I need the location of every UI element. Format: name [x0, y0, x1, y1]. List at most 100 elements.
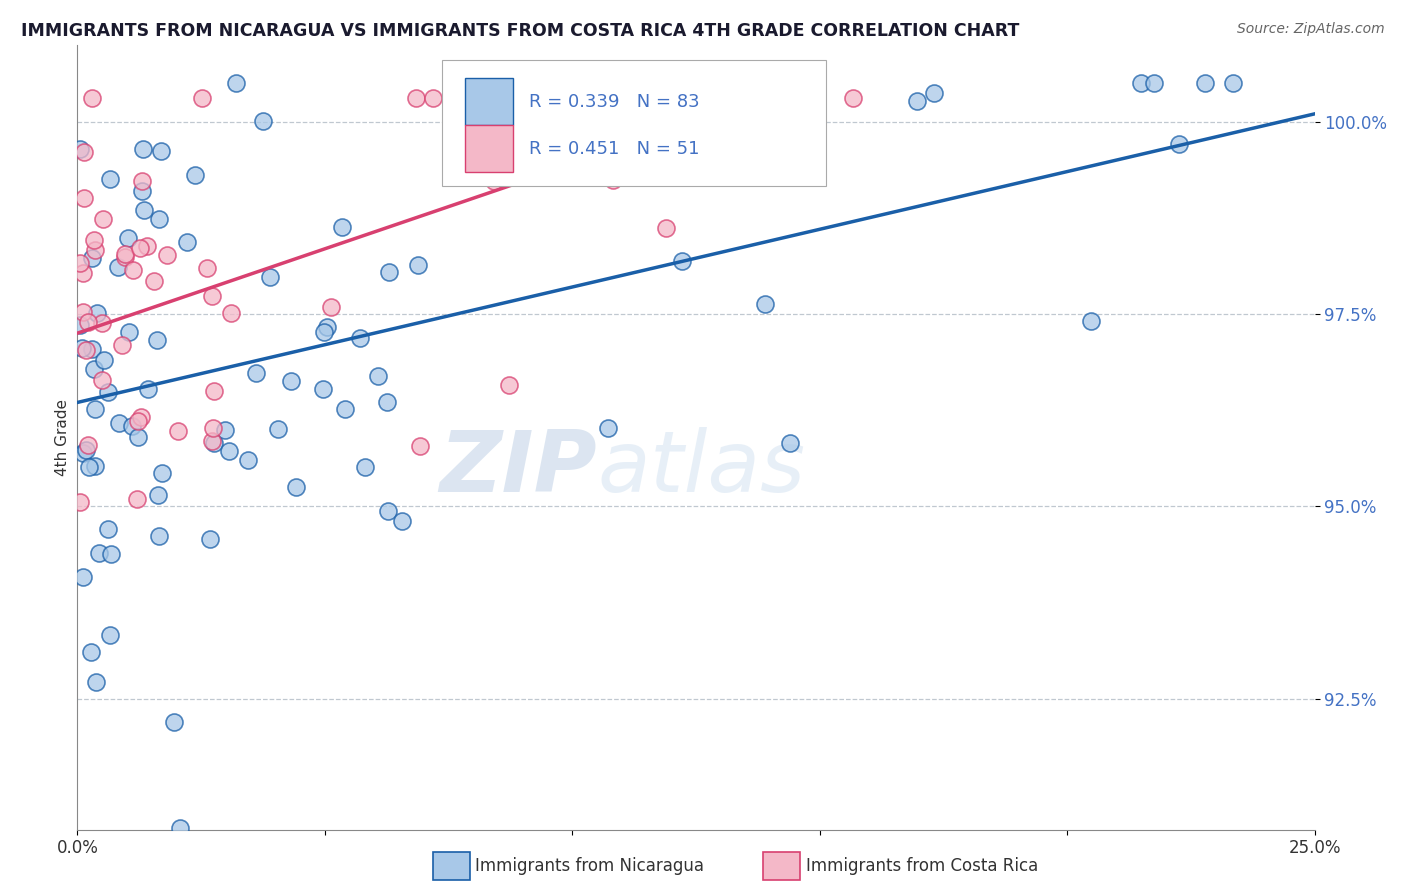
Point [156, 248, 179, 262]
Text: atlas: atlas [598, 427, 806, 510]
Point [117, 231, 139, 245]
Point [367, 368, 389, 383]
Text: Immigrants from Nicaragua: Immigrants from Nicaragua [475, 857, 704, 875]
Point [353, 459, 375, 474]
Point [72, 305, 94, 319]
Point [238, 453, 260, 467]
Point [72, 266, 94, 280]
Point [650, 166, 672, 180]
Point [1167, 136, 1189, 151]
Point [377, 504, 399, 518]
Point [148, 488, 170, 502]
Point [111, 338, 134, 352]
Point [905, 95, 928, 109]
Point [201, 434, 224, 448]
Point [330, 219, 353, 234]
Point [655, 220, 678, 235]
Point [671, 253, 693, 268]
FancyBboxPatch shape [443, 61, 825, 186]
Point [150, 467, 173, 481]
Point [200, 533, 222, 547]
Point [163, 715, 186, 730]
Point [378, 265, 401, 279]
Point [922, 86, 945, 100]
Point [76, 315, 98, 329]
Point [602, 173, 624, 187]
Point [195, 260, 218, 275]
Text: ZIP: ZIP [439, 427, 598, 510]
Point [127, 414, 149, 428]
Point [267, 422, 290, 436]
Point [100, 547, 122, 561]
Point [202, 435, 225, 450]
Point [1129, 76, 1152, 90]
Point [335, 402, 357, 417]
Point [143, 274, 166, 288]
Point [118, 325, 141, 339]
Point [405, 91, 427, 105]
Point [794, 136, 817, 151]
Point [84, 674, 107, 689]
Point [72, 570, 94, 584]
Point [688, 91, 710, 105]
Point [121, 263, 143, 277]
Point [82, 91, 104, 105]
Point [482, 174, 505, 188]
Point [132, 203, 155, 218]
Text: Immigrants from Costa Rica: Immigrants from Costa Rica [806, 857, 1038, 875]
Point [84, 458, 107, 473]
FancyBboxPatch shape [464, 126, 513, 172]
Point [779, 436, 801, 450]
Point [83, 362, 105, 376]
Point [218, 443, 240, 458]
Point [169, 821, 191, 835]
Point [842, 91, 865, 105]
Point [132, 143, 155, 157]
Point [108, 416, 131, 430]
Text: R = 0.339   N = 83: R = 0.339 N = 83 [529, 93, 700, 111]
Point [69, 495, 91, 509]
Point [1143, 76, 1166, 90]
Point [484, 167, 506, 181]
Point [703, 76, 725, 90]
Point [149, 144, 172, 158]
Point [131, 185, 153, 199]
Point [498, 377, 520, 392]
Point [457, 91, 479, 105]
Point [90, 373, 112, 387]
Text: R = 0.451   N = 51: R = 0.451 N = 51 [529, 140, 699, 158]
Point [167, 424, 190, 438]
Text: Source: ZipAtlas.com: Source: ZipAtlas.com [1237, 22, 1385, 37]
Point [97, 385, 120, 400]
Point [87, 546, 110, 560]
Point [146, 333, 169, 347]
Point [76, 442, 98, 457]
Point [707, 91, 730, 105]
Point [1194, 76, 1216, 90]
Point [84, 401, 107, 416]
Point [136, 239, 159, 253]
Point [114, 251, 136, 265]
Point [769, 91, 792, 105]
Point [245, 367, 267, 381]
Point [1080, 314, 1102, 328]
Point [121, 418, 143, 433]
Point [82, 342, 104, 356]
Point [596, 421, 619, 435]
Point [312, 382, 335, 396]
Point [129, 241, 152, 255]
Point [612, 76, 634, 90]
Point [127, 430, 149, 444]
Point [97, 522, 120, 536]
Point [80, 645, 103, 659]
Point [1222, 76, 1244, 90]
Point [409, 439, 432, 453]
Point [91, 316, 114, 330]
Point [72, 446, 94, 460]
Text: IMMIGRANTS FROM NICARAGUA VS IMMIGRANTS FROM COSTA RICA 4TH GRADE CORRELATION CH: IMMIGRANTS FROM NICARAGUA VS IMMIGRANTS … [21, 22, 1019, 40]
Point [76, 438, 98, 452]
Point [391, 514, 413, 528]
Point [148, 528, 170, 542]
Point [93, 352, 115, 367]
Point [284, 480, 307, 494]
